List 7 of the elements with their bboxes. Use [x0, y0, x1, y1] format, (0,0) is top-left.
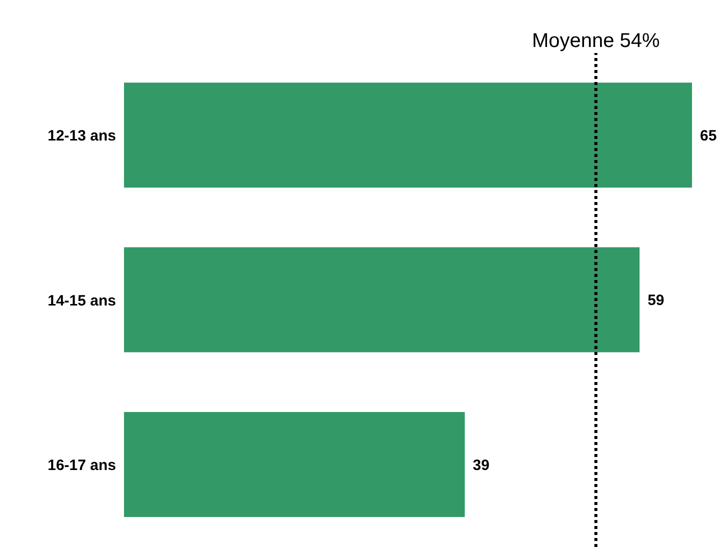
- y-tick-label: 12-13 ans: [48, 128, 116, 145]
- data-label: 65: [700, 127, 717, 144]
- data-label: 39: [472, 456, 490, 474]
- ref-line-label: Moyenne 54%: [532, 30, 660, 52]
- y-tick-label: 16-17 ans: [48, 456, 116, 474]
- data-label: 59: [648, 292, 664, 310]
- y-tick-label: 14-15 ans: [48, 292, 116, 310]
